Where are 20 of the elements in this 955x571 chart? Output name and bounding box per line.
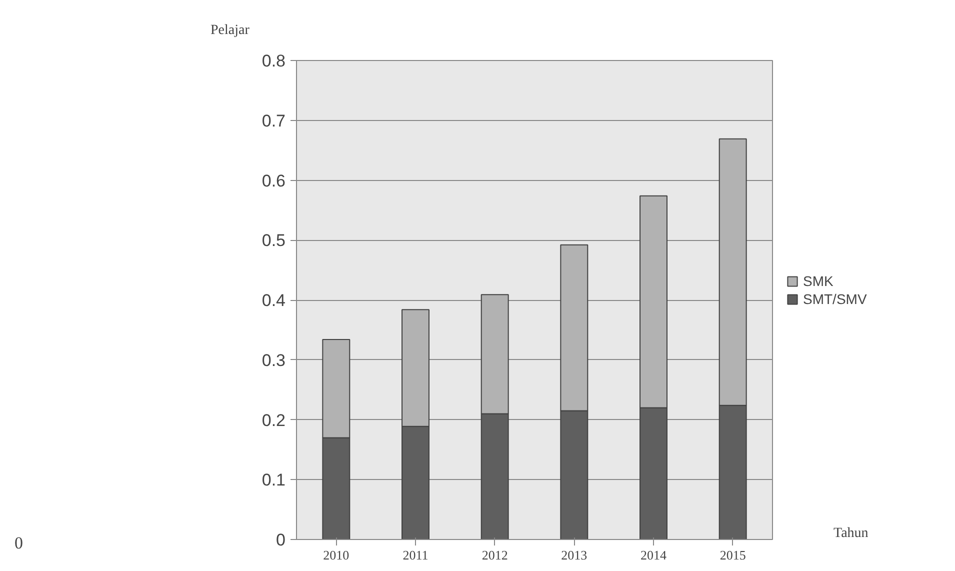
y-tick-label: 0 — [276, 530, 286, 550]
x-tick-label: 2013 — [561, 548, 588, 562]
legend-label: SMK — [803, 273, 834, 289]
y-tick-label: 0.1 — [262, 470, 286, 490]
y-axis-title: Pelajar — [210, 23, 250, 38]
y-tick-label: 0.6 — [262, 171, 286, 190]
x-tick-label: 2015 — [720, 548, 746, 562]
text: 0 — [14, 534, 23, 552]
x-tick-label: 2014 — [640, 548, 667, 562]
y-tick-label: 0.2 — [262, 410, 286, 430]
y-tick-label: 0.7 — [262, 111, 286, 130]
x-tick-label: 2012 — [482, 548, 508, 562]
legend-label: SMT/SMV — [803, 291, 867, 307]
x-tick-label: 2010 — [323, 548, 350, 562]
x-tick-label: 2011 — [402, 548, 428, 562]
x-axis-title: Tahun — [834, 526, 868, 541]
y-tick-label: 0.8 — [262, 52, 286, 70]
y-tick-label: 0.3 — [262, 350, 286, 370]
y-tick-label: 0.4 — [262, 291, 286, 310]
y-tick-label: 0.5 — [262, 231, 286, 250]
